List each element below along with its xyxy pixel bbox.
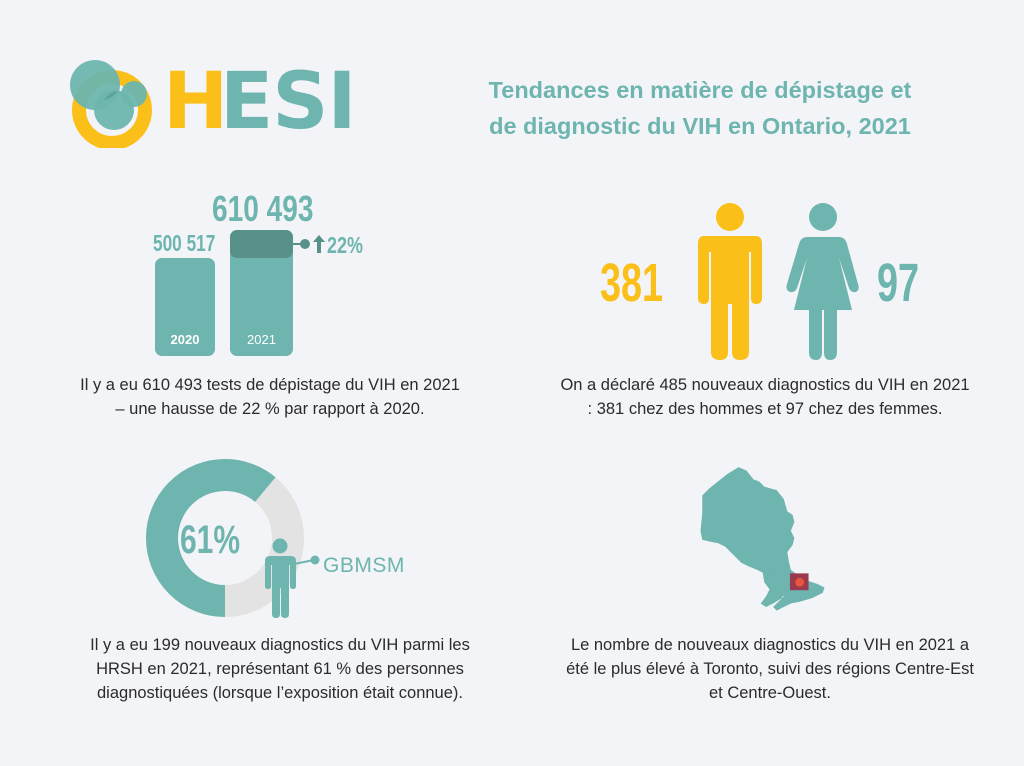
ontario-map — [700, 467, 825, 611]
increase-connector-line — [293, 243, 303, 245]
ohesi-logo: H ESI — [60, 58, 360, 148]
gender-description: On a déclaré 485 nouveaux diagnostics du… — [560, 376, 970, 418]
men-count: 381 — [600, 253, 664, 313]
increase-percent: 22% — [327, 232, 363, 258]
arrow-up-icon — [313, 235, 325, 258]
gbmsm-percent: 61% — [180, 518, 241, 562]
gbmsm-donut-chart — [146, 459, 304, 617]
increase-connector-dot — [300, 239, 310, 249]
person-icon — [265, 538, 320, 618]
woman-icon — [786, 203, 859, 360]
bar-2020-label: 2020 — [170, 332, 200, 347]
total-2020-value: 500 517 — [153, 230, 216, 256]
page-title-line2: de diagnostic du VIH en Ontario, 2021 — [489, 113, 911, 139]
bar-2021-increase-segment — [230, 230, 293, 258]
bar-2021: 2021 — [230, 230, 293, 356]
map-description: Le nombre de nouveaux diagnostics du VIH… — [566, 636, 974, 702]
women-count: 97 — [877, 253, 920, 313]
gbmsm-label: GBMSM — [323, 554, 405, 577]
bar-2020: 2020 — [155, 258, 215, 356]
page-title-line1: Tendances en matière de dépistage et — [488, 77, 912, 103]
logo-circles-icon — [70, 60, 152, 148]
page-title: Tendances en matière de dépistage et de … — [430, 72, 970, 144]
man-icon — [698, 203, 762, 360]
bar-2021-label: 2021 — [247, 332, 276, 347]
testing-description: Il y a eu 610 493 tests de dépistage du … — [80, 376, 460, 418]
total-2021-value: 610 493 — [212, 188, 314, 229]
logo-esi-letters: ESI — [220, 57, 356, 147]
gbmsm-description: Il y a eu 199 nouveaux diagnostics du VI… — [90, 636, 470, 702]
logo-h-letter: H — [163, 57, 228, 147]
